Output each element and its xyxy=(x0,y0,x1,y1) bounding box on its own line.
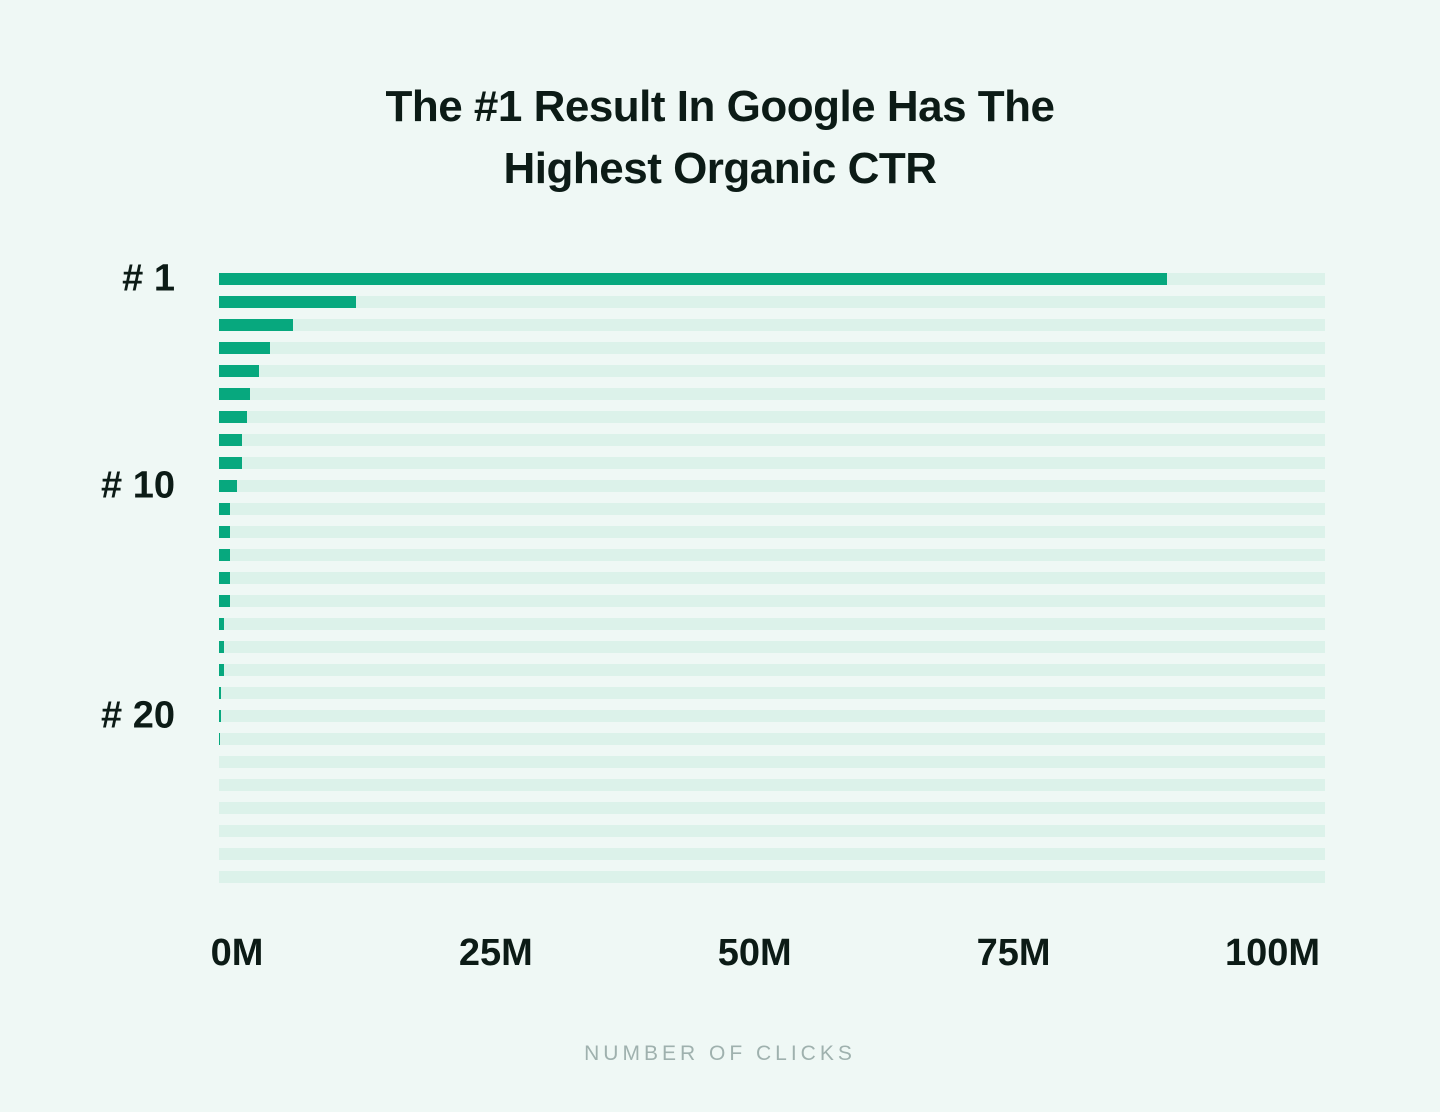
bar-track xyxy=(219,411,1325,423)
bar-fill xyxy=(219,434,243,446)
bar-fill xyxy=(219,319,293,331)
bar-track xyxy=(219,434,1325,446)
x-tick-label-50m: 50M xyxy=(717,932,792,974)
bar-fill xyxy=(219,411,248,423)
bar-row-position-17 xyxy=(219,641,1325,653)
bar-track xyxy=(219,503,1325,515)
bar-row-position-24 xyxy=(219,802,1325,814)
bar-row-position-16 xyxy=(219,618,1325,630)
bar-fill xyxy=(219,664,225,676)
bar-track xyxy=(219,802,1325,814)
bar-row-position-4 xyxy=(219,342,1325,354)
bar-fill xyxy=(219,641,225,653)
bar-track xyxy=(219,687,1325,699)
bar-track xyxy=(219,342,1325,354)
bar-row-position-11 xyxy=(219,503,1325,515)
bar-fill xyxy=(219,480,237,492)
bar-track xyxy=(219,572,1325,584)
bar-row-position-21 xyxy=(219,733,1325,745)
bar-row-position-27 xyxy=(219,871,1325,883)
bar-row-position-20 xyxy=(219,710,1325,722)
y-tick-label-10: # 10 xyxy=(101,464,175,507)
chart-title: The #1 Result In Google Has The Highest … xyxy=(0,76,1440,200)
bar-row-position-9 xyxy=(219,457,1325,469)
bar-track xyxy=(219,664,1325,676)
bar-row-position-14 xyxy=(219,572,1325,584)
bar-fill xyxy=(219,296,356,308)
bar-track xyxy=(219,710,1325,722)
bar-row-position-18 xyxy=(219,664,1325,676)
y-axis-labels: # 1 # 10 # 20 xyxy=(0,258,177,883)
bar-track xyxy=(219,618,1325,630)
bar-row-position-22 xyxy=(219,756,1325,768)
bar-row-position-25 xyxy=(219,825,1325,837)
bar-fill xyxy=(219,273,1167,285)
x-tick-label-0m: 0M xyxy=(210,932,264,974)
bar-track xyxy=(219,365,1325,377)
bar-row-position-12 xyxy=(219,526,1325,538)
bar-row-position-1 xyxy=(219,273,1325,285)
bar-fill xyxy=(219,549,231,561)
y-tick-label-20: # 20 xyxy=(101,694,175,737)
bar-row-position-8 xyxy=(219,434,1325,446)
bar-track xyxy=(219,871,1325,883)
bar-row-position-19 xyxy=(219,687,1325,699)
bar-fill xyxy=(219,572,231,584)
bar-row-position-5 xyxy=(219,365,1325,377)
bar-fill xyxy=(219,526,231,538)
bar-fill xyxy=(219,733,221,745)
bar-row-position-23 xyxy=(219,779,1325,791)
bar-track xyxy=(219,641,1325,653)
bar-track xyxy=(219,825,1325,837)
x-tick-label-25m: 25M xyxy=(458,932,533,974)
bar-fill xyxy=(219,687,222,699)
bar-row-position-6 xyxy=(219,388,1325,400)
bar-row-position-2 xyxy=(219,296,1325,308)
bar-track xyxy=(219,457,1325,469)
bar-track xyxy=(219,848,1325,860)
x-axis-title: NUMBER OF CLICKS xyxy=(584,1042,856,1065)
bar-fill xyxy=(219,365,260,377)
chart-title-line-2: Highest Organic CTR xyxy=(503,144,938,193)
bar-track xyxy=(219,526,1325,538)
bar-track xyxy=(219,480,1325,492)
bar-track xyxy=(219,756,1325,768)
bar-row-position-10 xyxy=(219,480,1325,492)
bar-fill xyxy=(219,457,243,469)
bar-row-position-7 xyxy=(219,411,1325,423)
bar-fill xyxy=(219,388,250,400)
bar-fill xyxy=(219,342,270,354)
bar-track xyxy=(219,388,1325,400)
bar-track xyxy=(219,319,1325,331)
x-axis-ticks: 0M 25M 50M 75M 100M xyxy=(211,930,1325,976)
bar-track xyxy=(219,549,1325,561)
plot-area xyxy=(219,273,1325,883)
bar-fill xyxy=(219,710,222,722)
bar-track xyxy=(219,595,1325,607)
bar-fill xyxy=(219,618,225,630)
bar-row-position-15 xyxy=(219,595,1325,607)
x-tick-label-75m: 75M xyxy=(976,932,1051,974)
bar-fill xyxy=(219,503,231,515)
bar-row-position-26 xyxy=(219,848,1325,860)
chart-title-line-1: The #1 Result In Google Has The xyxy=(385,82,1055,131)
x-tick-label-100m: 100M xyxy=(1224,932,1321,974)
bar-row-position-3 xyxy=(219,319,1325,331)
bar-row-position-13 xyxy=(219,549,1325,561)
bar-track xyxy=(219,733,1325,745)
bar-track xyxy=(219,296,1325,308)
bar-fill xyxy=(219,595,231,607)
y-tick-label-1: # 1 xyxy=(122,257,175,300)
bar-track xyxy=(219,779,1325,791)
